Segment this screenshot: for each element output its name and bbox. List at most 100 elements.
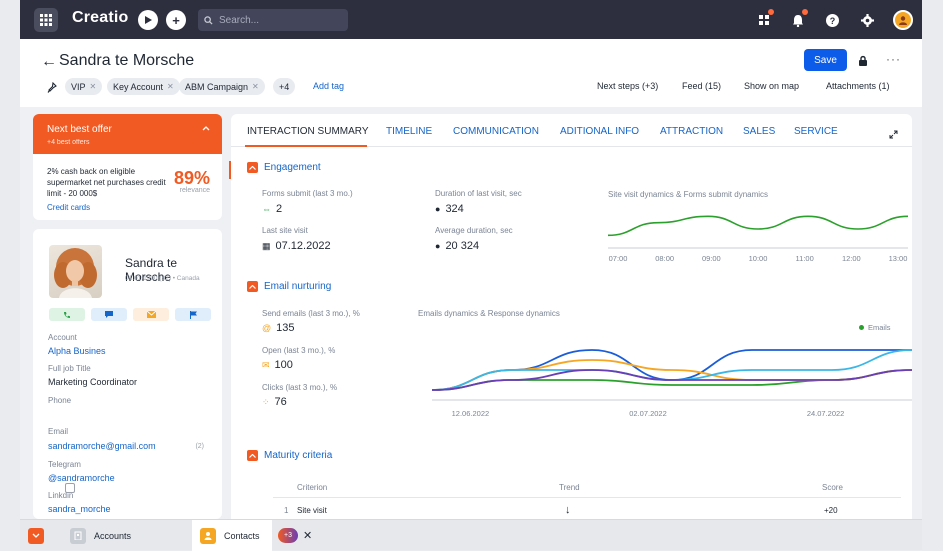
tag-label: Key Account	[113, 81, 164, 92]
next-steps-link[interactable]: Next steps (+3)	[597, 81, 659, 91]
contact-icon	[200, 527, 216, 544]
x-tick-label: 07:00	[609, 254, 628, 262]
email-count: (2)	[195, 443, 204, 450]
more-options-button[interactable]: ···	[886, 52, 901, 66]
telegram-label: Telegram	[48, 460, 81, 469]
play-icon	[145, 16, 152, 24]
feed-link[interactable]: Feed (15)	[682, 81, 722, 91]
section-title: Email nurturing	[264, 281, 332, 292]
user-avatar[interactable]	[893, 10, 913, 30]
notifications-apps-icon[interactable]	[754, 9, 774, 30]
remove-tag-icon[interactable]: ✕	[252, 82, 259, 91]
tab-communication[interactable]: COMMUNICATION	[453, 126, 539, 137]
search-input[interactable]: Search...	[198, 9, 348, 31]
telegram-link[interactable]: @sandramorche	[48, 473, 115, 483]
tab-timeline[interactable]: TIMELINE	[386, 126, 433, 137]
click-icon: ⁘	[262, 396, 270, 407]
email-button[interactable]	[133, 308, 169, 321]
active-tab-indicator	[245, 145, 367, 147]
add-button[interactable]: +	[166, 10, 186, 30]
gear-icon[interactable]	[857, 10, 877, 30]
back-arrow-icon[interactable]: ←	[41, 53, 57, 70]
page-title: Sandra te Morsche	[59, 52, 195, 69]
tab-additional-info[interactable]: ADITIONAL INFO	[560, 126, 640, 137]
avg-duration-value: ● 20 324	[435, 240, 479, 252]
duration-number: 324	[445, 203, 464, 215]
taskbar-more[interactable]: +3 ✕	[278, 520, 312, 551]
tab-interaction-summary[interactable]: INTERACTION SUMMARY	[247, 126, 369, 137]
send-emails-number: 135	[276, 322, 295, 334]
tag-label: VIP	[71, 81, 86, 92]
forms-submit-label: Forms submit (last 3 mo.)	[262, 189, 353, 198]
taskbar-contacts[interactable]: Contacts	[192, 520, 272, 551]
attachments-link[interactable]: Attachments (1)	[826, 81, 890, 91]
tab-sales[interactable]: SALES	[743, 126, 776, 137]
avg-duration-number: 20 324	[445, 240, 480, 252]
x-tick-label: 24.07.2022	[807, 409, 845, 418]
help-icon[interactable]: ?	[822, 10, 842, 30]
account-link[interactable]: Alpha Busines	[48, 346, 106, 356]
series-line	[431, 369, 912, 391]
chart-legend: Emails	[859, 323, 891, 332]
apps-grid-icon[interactable]	[34, 8, 58, 32]
x-tick-label: 10:00	[749, 254, 768, 262]
credit-cards-link[interactable]: Credit cards	[47, 203, 91, 212]
at-icon: @	[262, 323, 272, 333]
notification-dot	[802, 9, 808, 15]
tag-more[interactable]: +4	[273, 78, 296, 95]
tab-service[interactable]: SERVICE	[794, 126, 838, 137]
tag-vip[interactable]: VIP ✕	[65, 78, 103, 95]
tag-abm-campaign[interactable]: ABM Campaign ✕	[179, 78, 265, 95]
save-button[interactable]: Save	[804, 49, 847, 71]
relevance-percent: 89%	[173, 168, 210, 188]
offer-card: 2% cash back on eligible supermarket net…	[33, 154, 222, 220]
search-placeholder: Search...	[219, 14, 260, 26]
engagement-section-header[interactable]: Engagement	[247, 162, 321, 173]
plus-icon: +	[172, 12, 180, 28]
email-nurturing-section-header[interactable]: Email nurturing	[247, 281, 331, 292]
search-icon	[204, 15, 213, 25]
column-criterion: Criterion	[297, 483, 328, 492]
table-divider	[273, 497, 901, 498]
home-app-icon	[28, 527, 44, 544]
last-visit-label: Last site visit	[262, 226, 308, 235]
open-value: ✉ 100	[262, 359, 293, 371]
flag-button[interactable]	[175, 308, 211, 321]
run-process-button[interactable]	[138, 10, 158, 30]
remove-tag-icon[interactable]: ✕	[167, 82, 174, 91]
bell-icon[interactable]	[788, 9, 808, 30]
building-icon	[70, 527, 86, 544]
legend-marker	[859, 325, 864, 330]
taskbar-accounts[interactable]: Accounts	[62, 520, 139, 551]
tag-key-account[interactable]: Key Account ✕	[107, 78, 180, 95]
linkedin-link[interactable]: sandra_morche	[48, 504, 111, 514]
call-button[interactable]	[49, 308, 85, 321]
add-tag-link[interactable]: Add tag	[313, 81, 345, 91]
app-window: Creatio + Search... ? ← Sandra te Morsch…	[20, 0, 922, 550]
close-icon[interactable]: ✕	[303, 530, 313, 542]
link-icon: ⇔	[262, 204, 271, 214]
trend-down-arrow-icon: ↓	[565, 504, 571, 516]
expand-icon[interactable]	[889, 126, 898, 144]
calendar-icon: ▦	[262, 240, 271, 251]
x-tick-label: 12.06.2022	[452, 409, 490, 418]
chevron-up-icon[interactable]	[202, 123, 210, 134]
remove-tag-icon[interactable]: ✕	[89, 82, 97, 91]
tag-label: ABM Campaign	[185, 81, 249, 92]
contact-info: 01.01.1990 (32) • Canada	[125, 275, 200, 282]
tab-attraction[interactable]: ATTRACTION	[660, 126, 724, 137]
taskbar-home[interactable]	[28, 520, 52, 551]
site-visit-chart-title: Site visit dynamics & Forms submit dynam…	[608, 190, 769, 199]
maturity-section-header[interactable]: Maturity criteria	[247, 450, 332, 461]
pin-icon[interactable]	[47, 80, 57, 98]
app-logo: Creatio	[72, 9, 129, 26]
lock-icon[interactable]	[858, 53, 868, 71]
chat-button[interactable]	[91, 308, 127, 321]
show-on-map-link[interactable]: Show on map	[744, 81, 800, 91]
next-best-offer-header[interactable]: Next best offer +4 best offers	[33, 114, 222, 154]
x-tick-label: 13:00	[889, 254, 908, 262]
forms-submit-number: 2	[276, 203, 283, 215]
email-link[interactable]: sandramorche@gmail.com	[48, 441, 156, 451]
chevron-up-icon	[247, 281, 258, 292]
select-all-checkbox[interactable]	[65, 483, 75, 493]
